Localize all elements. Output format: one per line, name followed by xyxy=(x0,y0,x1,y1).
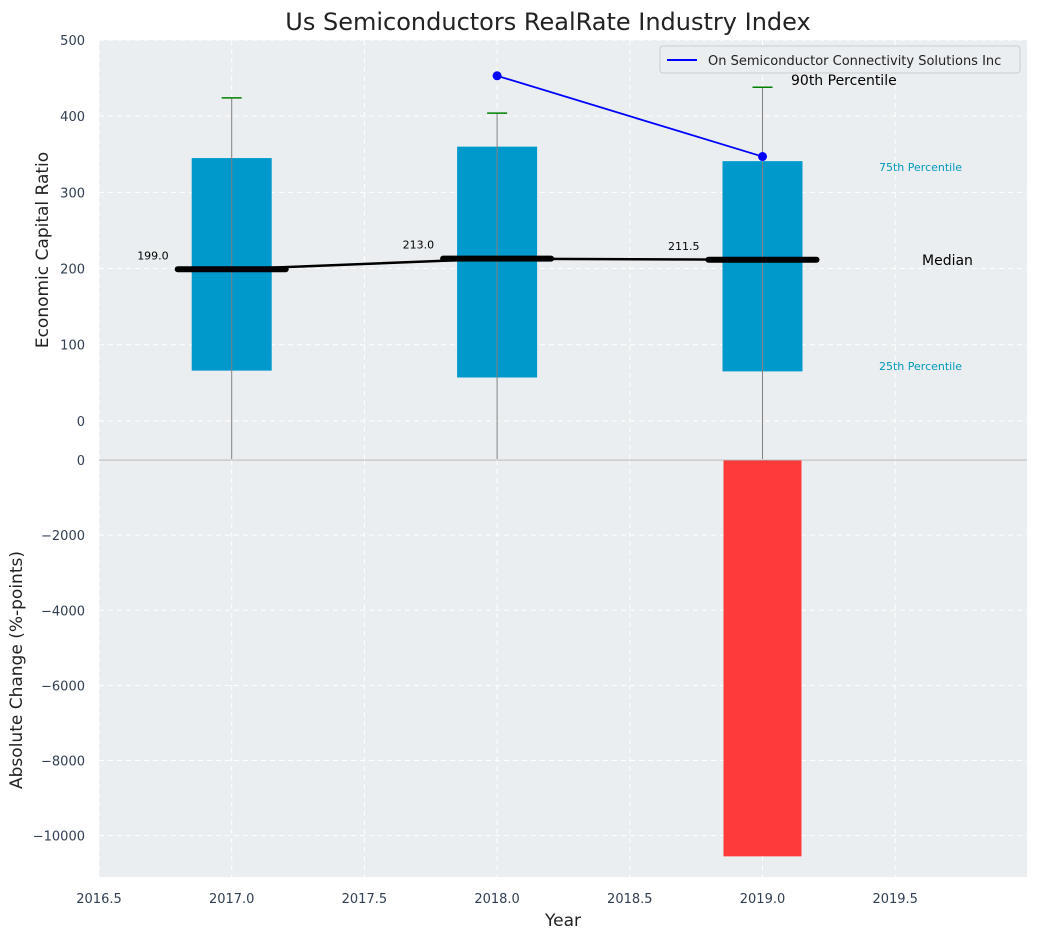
x-tick-label: 2019.5 xyxy=(872,892,918,907)
x-tick-label: 2016.5 xyxy=(76,892,122,907)
change-bars xyxy=(723,460,802,857)
x-tick-label: 2017.5 xyxy=(342,892,388,907)
legend: On Semiconductor Connectivity Solutions … xyxy=(659,45,1021,74)
x-tick-label: 2017.0 xyxy=(209,892,255,907)
legend-label: On Semiconductor Connectivity Solutions … xyxy=(708,54,1001,69)
annotation-25th-percentile: 25th Percentile xyxy=(879,360,962,373)
chart-title: Us Semiconductors RealRate Industry Inde… xyxy=(285,8,810,36)
top-y-tick-label: 300 xyxy=(60,186,85,201)
x-tick-label: 2018.5 xyxy=(607,892,653,907)
company-series xyxy=(492,71,768,162)
top-y-tick-label: 400 xyxy=(60,110,85,125)
bottom-y-tick-label: −10000 xyxy=(33,830,85,845)
top-y-axis-label: Economic Capital Ratio xyxy=(33,152,53,348)
bottom-y-ticks: 0 −2000 −4000 −6000 −8000 −10000 xyxy=(33,454,85,845)
company-point xyxy=(492,71,502,81)
percentile-boxes xyxy=(191,86,803,459)
top-y-tick-label: 0 xyxy=(77,415,85,430)
x-tick-label: 2018.0 xyxy=(474,892,520,907)
change-bar xyxy=(723,460,802,857)
annotation-median: Median xyxy=(922,253,973,269)
legend-box xyxy=(659,45,1021,74)
bottom-y-axis-label: Absolute Change (%-points) xyxy=(7,551,27,789)
x-axis-label: Year xyxy=(544,911,581,931)
x-tick-label: 2019.0 xyxy=(740,892,786,907)
median-marks: 199.0 213.0 211.5 xyxy=(137,239,820,273)
bottom-y-tick-label: −6000 xyxy=(41,679,85,694)
bottom-y-tick-label: −8000 xyxy=(41,755,85,770)
bottom-y-tick-label: −4000 xyxy=(41,604,85,619)
bottom-panel-background xyxy=(99,460,1027,877)
top-y-tick-label: 500 xyxy=(60,34,85,49)
x-ticks: 2016.5 2017.0 2017.5 2018.0 2018.5 2019.0 2019… xyxy=(76,892,918,907)
company-line xyxy=(496,74,763,158)
company-point xyxy=(758,152,768,162)
annotation-90th-percentile: 90th Percentile xyxy=(791,73,897,89)
median-value-label: 199.0 xyxy=(137,249,169,262)
top-y-ticks: 0 100 200 300 400 500 xyxy=(60,34,85,430)
bottom-y-tick-label: −2000 xyxy=(41,529,85,544)
median-value-label: 211.5 xyxy=(668,240,700,253)
top-y-tick-label: 100 xyxy=(60,339,85,354)
top-y-tick-label: 200 xyxy=(60,263,85,278)
annotation-75th-percentile: 75th Percentile xyxy=(879,161,962,174)
bottom-y-tick-label: 0 xyxy=(77,454,85,469)
median-value-label: 213.0 xyxy=(403,239,435,252)
